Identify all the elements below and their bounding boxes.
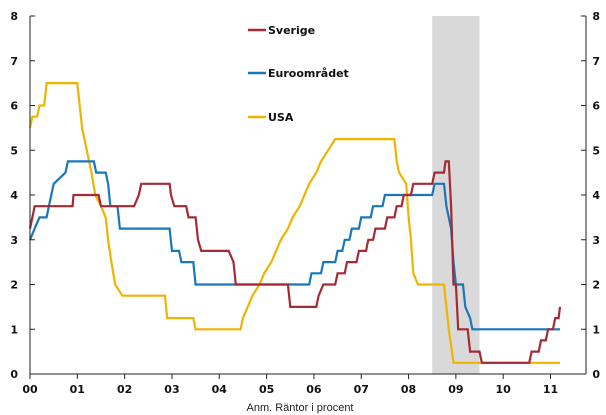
chart-note: Anm. Räntor i procent xyxy=(247,402,354,414)
y-tick-label-left: 0 xyxy=(10,368,18,381)
x-tick-label: 11 xyxy=(543,383,558,396)
y-tick-label-left: 7 xyxy=(10,55,18,68)
x-tick-label: 08 xyxy=(401,383,416,396)
series-layer xyxy=(28,82,562,364)
x-tick-label: 10 xyxy=(496,383,512,396)
legend: Sverige Euroområdet USA xyxy=(248,24,349,124)
y-tick-label-right: 8 xyxy=(592,10,600,23)
y-tick-label-right: 3 xyxy=(592,234,600,247)
y-tick-label-right: 0 xyxy=(592,368,600,381)
x-tick-label: 07 xyxy=(354,383,369,396)
y-tick-label-right: 4 xyxy=(592,189,600,202)
legend-label: Sverige xyxy=(268,24,315,37)
ticks-layer: 0 01 12 23 34 45 56 67 78 800 01 02 03 04 05 06 07 08 09 10… xyxy=(10,10,600,396)
y-tick-label-right: 1 xyxy=(592,323,600,336)
x-tick-label: 02 xyxy=(117,383,132,396)
y-tick-label-right: 7 xyxy=(592,55,600,68)
series-line-sverige xyxy=(28,160,562,364)
series-line-usa xyxy=(28,82,560,364)
y-tick-label-left: 6 xyxy=(10,100,18,113)
x-tick-label: 09 xyxy=(448,383,463,396)
y-tick-label-right: 5 xyxy=(592,144,600,157)
x-tick-label: 05 xyxy=(259,383,274,396)
legend-label: USA xyxy=(268,111,294,124)
legend-label: Euroområdet xyxy=(268,67,349,80)
x-tick-label: 04 xyxy=(212,383,228,396)
x-tick-label: 00 xyxy=(22,383,38,396)
y-tick-label-right: 2 xyxy=(592,279,600,292)
y-tick-label-left: 8 xyxy=(10,10,18,23)
y-tick-label-left: 3 xyxy=(10,234,18,247)
x-tick-label: 01 xyxy=(70,383,85,396)
y-tick-label-left: 2 xyxy=(10,279,18,292)
y-tick-label-right: 6 xyxy=(592,100,600,113)
x-tick-label: 06 xyxy=(306,383,322,396)
y-tick-label-left: 4 xyxy=(10,189,18,202)
series-line-euroomradet xyxy=(28,160,560,331)
y-tick-label-left: 1 xyxy=(10,323,18,336)
y-tick-label-left: 5 xyxy=(10,144,18,157)
recession-shading xyxy=(432,16,480,374)
x-tick-label: 03 xyxy=(164,383,179,396)
